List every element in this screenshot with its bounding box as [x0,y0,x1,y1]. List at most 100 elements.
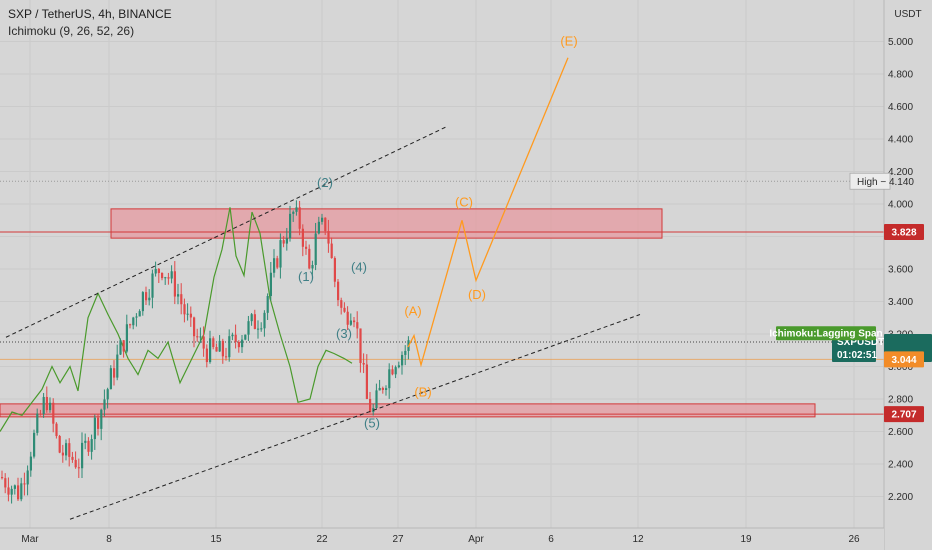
wave-label-a: (A) [404,303,421,318]
resistance-tag: 3.828 [891,227,916,238]
candle-up [404,350,407,355]
candle-down [346,311,349,325]
candle-down [327,231,330,244]
candle-down [17,485,20,500]
candle-up [81,442,84,469]
candle-up [164,277,167,279]
candle-up [138,311,141,317]
candle-up [231,334,234,337]
candle-up [100,409,103,429]
wave-label-e: (E) [560,34,577,49]
price-tick: 5.000 [888,37,913,48]
wave-label-5: (5) [364,415,380,430]
candle-down [167,277,170,279]
chart-title[interactable]: SXP / TetherUS, 4h, BINANCE [8,7,172,21]
candle-down [61,452,64,456]
candle-up [295,207,298,212]
support-tag: 2.707 [891,410,916,421]
candle-down [183,304,186,315]
candle-up [151,273,154,298]
candle-up [106,389,109,400]
time-axis-bg [0,528,884,550]
lagging-span [0,207,353,432]
candle-down [4,478,7,488]
candle-up [244,334,247,340]
price-tick: 4.600 [888,102,913,113]
candle-down [58,435,61,453]
indicator-label[interactable]: Ichimoku (9, 26, 52, 26) [8,24,135,38]
zones [0,180,884,418]
resistance-zone [110,208,663,239]
candle-down [205,348,208,363]
candle-down [282,240,285,244]
price-tick: 3.400 [888,297,913,308]
candle-up [10,488,13,495]
candle-up [84,440,87,443]
lagging-tag: Ichimoku:Lagging Span [769,329,882,340]
candle-down [365,364,368,399]
high-tag-bg [849,172,891,190]
candle-up [141,292,144,312]
candle-up [401,354,404,366]
candle-up [199,336,202,338]
candle-up [119,340,122,355]
wave-label-c: (C) [455,194,473,209]
countdown-tag: 01:02:51 [837,350,877,361]
support-zone [0,403,816,418]
candle-up [170,271,173,279]
candle-up [49,402,52,411]
wave-label-3: (3) [336,326,352,341]
lagging-value-tag-bg [884,351,924,368]
candle-up [314,233,317,265]
candle-down [157,268,160,273]
candle-down [68,443,71,457]
candle-up [90,439,93,452]
candle-up [260,328,263,330]
time-tick: 27 [392,534,404,545]
candle-up [93,417,96,440]
candle-down [55,423,58,436]
candle-up [26,470,29,485]
candle-down [253,314,256,329]
candle-up [209,338,212,363]
candle-up [247,321,250,335]
price-tick: 4.200 [888,167,913,178]
candle-down [193,317,196,337]
resistance-tag-bg [884,223,924,240]
candle-down [71,456,74,460]
support-tag-bg [884,406,924,423]
candle-down [161,272,164,279]
candle-down [215,347,218,352]
grid-lines [0,0,884,528]
candle-up [375,390,378,409]
price-tick: 4.800 [888,70,913,81]
candle-up [257,328,260,330]
candle-up [103,399,106,410]
time-tick: 12 [632,534,644,545]
candle-down [1,477,4,479]
candle-up [311,264,314,269]
time-tick: 26 [848,534,860,545]
price-tags: High − 4.140 3.828 SXPUSDT − 3.151 01:02:51… [769,172,932,423]
candle-up [388,369,391,389]
candle-up [154,268,157,274]
candle-down [356,322,359,329]
candle-up [13,485,16,489]
candle-up [266,296,269,313]
candle-down [308,248,311,269]
candle-down [23,483,26,485]
candle-up [42,396,45,414]
time-tick: 19 [740,534,752,545]
price-tick: 4.400 [888,135,913,146]
candle-down [330,243,333,259]
candle-down [180,294,183,305]
lagging-span-line [0,207,353,432]
candle-up [349,320,352,325]
candle-up [385,388,388,390]
time-tick: 6 [548,534,554,545]
trend-channel [5,125,641,520]
wave-label-d: (D) [468,287,486,302]
candle-down [189,313,192,318]
